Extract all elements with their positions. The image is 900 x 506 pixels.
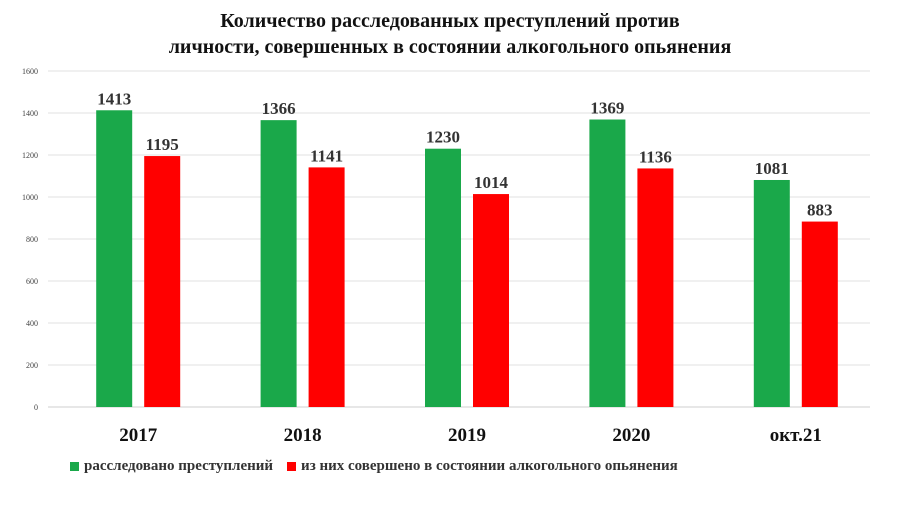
data-label: 1195	[146, 135, 179, 154]
chart-title-line-1: Количество расследованных преступлений п…	[220, 10, 680, 32]
x-tick-label: окт.21	[770, 425, 822, 446]
y-tick-label: 1000	[22, 193, 38, 202]
data-label: 1366	[262, 99, 296, 118]
data-label: 1230	[426, 128, 460, 147]
legend-swatch-alcohol	[287, 462, 297, 471]
x-tick-label: 2017	[119, 425, 158, 446]
y-tick-label: 800	[26, 235, 38, 244]
bar-alcohol	[801, 221, 838, 407]
legend: расследовано преступлений из них соверше…	[70, 458, 870, 475]
bar-investigated	[260, 120, 297, 407]
bar-investigated	[96, 110, 133, 408]
data-label: 1014	[474, 173, 509, 192]
data-label: 1369	[590, 99, 624, 118]
legend-swatch-investigated	[70, 462, 79, 471]
data-label: 1413	[97, 89, 131, 108]
legend-label-investigated: расследовано преступлений	[84, 458, 274, 474]
data-label: 1136	[639, 147, 672, 166]
plot-area: 0 200 400 600 800 1000 1200 1400 1600 1413 1195 201…	[22, 67, 870, 446]
bar-alcohol	[308, 167, 345, 407]
y-tick-label: 0	[34, 403, 38, 412]
y-tick-label: 1400	[22, 109, 38, 118]
data-label: 1081	[755, 159, 789, 178]
chart-title-line-2: личности, совершенных в состоянии алкого…	[168, 36, 732, 58]
x-tick-label: 2018	[284, 425, 322, 446]
bar-investigated	[589, 119, 626, 407]
legend-item-investigated: расследовано преступлений	[70, 458, 273, 475]
bar-alcohol	[473, 194, 509, 407]
bar-alcohol	[144, 156, 181, 407]
legend-item-alcohol: из них совершено в состоянии алкогольног…	[287, 458, 678, 475]
bar-investigated	[753, 179, 790, 407]
data-label: 883	[807, 201, 833, 220]
y-tick-label: 200	[26, 361, 38, 370]
y-tick-label: 600	[26, 277, 38, 286]
bar-investigated	[425, 148, 461, 407]
y-tick-label: 1200	[22, 151, 38, 160]
x-tick-label: 2019	[448, 425, 486, 446]
data-label: 1141	[310, 146, 343, 165]
legend-label-alcohol: из них совершено в состоянии алкогольног…	[301, 458, 678, 474]
bar-alcohol	[637, 168, 674, 407]
x-tick-label: 2020	[612, 425, 650, 446]
y-tick-label: 400	[26, 319, 38, 328]
y-tick-label: 1600	[22, 67, 38, 76]
